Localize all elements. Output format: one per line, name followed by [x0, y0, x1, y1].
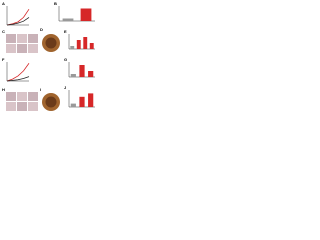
micrograph: [17, 102, 27, 111]
panel-label: G: [64, 57, 67, 62]
bar: [76, 40, 81, 49]
line: [6, 8, 30, 26]
micrograph: [6, 102, 16, 111]
micrograph: [6, 44, 16, 53]
line: [6, 63, 30, 82]
line: [6, 76, 30, 82]
panel-label: D: [40, 27, 43, 32]
bar: [88, 71, 94, 77]
bar: [83, 37, 88, 49]
micrograph: [6, 92, 16, 101]
panel-label: F: [2, 57, 5, 62]
axis: [68, 90, 95, 108]
bar: [70, 74, 76, 77]
micrograph: [17, 34, 27, 43]
axis: [6, 62, 29, 82]
bar: [89, 43, 94, 49]
micrograph: [17, 92, 27, 101]
stained-core: [45, 37, 57, 49]
panel-label: J: [64, 85, 66, 90]
panel-label: B: [54, 1, 57, 6]
micrograph: [28, 44, 38, 53]
bar: [79, 65, 85, 77]
bar: [62, 18, 74, 21]
micrograph: [6, 34, 16, 43]
micrograph: [17, 44, 27, 53]
bar: [70, 103, 76, 107]
micrograph: [28, 34, 38, 43]
bar: [79, 96, 85, 107]
panel-label: I: [40, 87, 41, 92]
panel-label: A: [2, 1, 5, 6]
panel-label: E: [64, 29, 67, 34]
panel-label: H: [2, 87, 5, 92]
bar: [70, 46, 75, 49]
micrograph: [28, 102, 38, 111]
stained-core: [45, 96, 57, 108]
line: [6, 17, 30, 26]
figure: A B C D E F G H I J: [2, 1, 95, 111]
axis: [68, 62, 95, 78]
bar: [88, 93, 94, 107]
micrograph: [28, 92, 38, 101]
bar: [80, 8, 92, 21]
panel-label: C: [2, 29, 5, 34]
